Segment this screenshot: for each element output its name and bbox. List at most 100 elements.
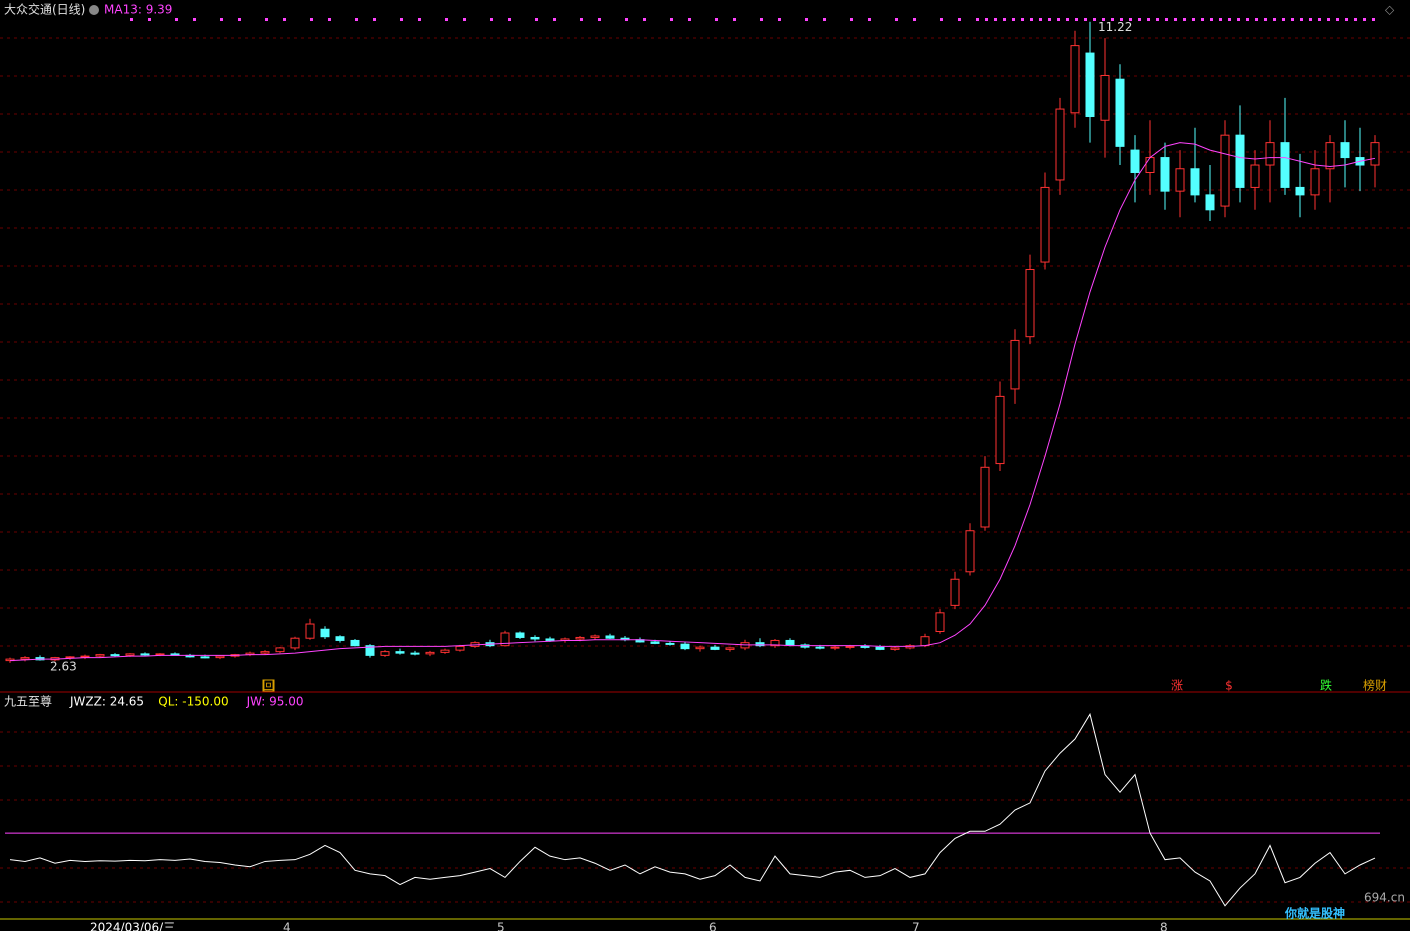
candle-body [515, 632, 525, 638]
candle-body [1130, 149, 1140, 173]
candle-body [950, 578, 960, 606]
candle-body [815, 646, 825, 649]
signal-dot [1174, 18, 1177, 21]
signal-dot [1147, 18, 1150, 21]
candle-body [365, 645, 375, 656]
signal-dot [805, 18, 808, 21]
indicator-label: JWZZ: 24.65 [69, 695, 144, 709]
signal-dot [238, 18, 241, 21]
signal-dot [1030, 18, 1033, 21]
candle-body [1310, 168, 1320, 196]
signal-dot [1039, 18, 1042, 21]
candle-body [605, 635, 615, 639]
candle-body [695, 646, 705, 650]
candle-body [665, 642, 675, 645]
signal-dot [1138, 18, 1141, 21]
candle-body [650, 641, 660, 644]
signal-dot [283, 18, 286, 21]
signal-dot [1300, 18, 1303, 21]
signal-dot [1084, 18, 1087, 21]
signal-dot [580, 18, 583, 21]
candle-body [1190, 168, 1200, 196]
candle-body [455, 645, 465, 651]
signal-dot [535, 18, 538, 21]
candle-body [965, 530, 975, 573]
candle-body [440, 649, 450, 653]
signal-dot [1183, 18, 1186, 21]
signal-dot [1327, 18, 1330, 21]
signal-dot [1336, 18, 1339, 21]
signal-dot [823, 18, 826, 21]
candle-body [1115, 78, 1125, 147]
signal-dot [1219, 18, 1222, 21]
signal-dot [1129, 18, 1132, 21]
signal-dot [1264, 18, 1267, 21]
candle-body [830, 646, 840, 649]
candle-body [770, 639, 780, 647]
signal-dot [508, 18, 511, 21]
signal-dot [1228, 18, 1231, 21]
signal-dot [994, 18, 997, 21]
candle-body [860, 645, 870, 648]
signal-dot [220, 18, 223, 21]
signal-label: $ [1225, 679, 1233, 693]
signal-dot [625, 18, 628, 21]
candle-body [1265, 142, 1275, 166]
candle-body [320, 628, 330, 638]
signal-dot [1237, 18, 1240, 21]
signal-dot [1291, 18, 1294, 21]
candle-body [1100, 74, 1110, 121]
indicator-line [9, 712, 1376, 907]
signal-dot [1210, 18, 1213, 21]
signal-dot [1282, 18, 1285, 21]
signal-dot [310, 18, 313, 21]
candle-body [725, 647, 735, 650]
candle-body [680, 643, 690, 650]
candle-body [215, 655, 225, 659]
watermark-site: 694.cn [1364, 891, 1405, 905]
candle-body [275, 647, 285, 653]
candle-body [980, 466, 990, 528]
signal-dot [1165, 18, 1168, 21]
signal-dot [1048, 18, 1051, 21]
signal-dot [1363, 18, 1366, 21]
watermark-slogan: 你就是股神 [1284, 906, 1345, 921]
signal-dot [1102, 18, 1105, 21]
candle-body [1055, 108, 1065, 181]
candle-body [1085, 52, 1095, 118]
candle-body [95, 654, 105, 657]
candle-body [935, 612, 945, 632]
signal-dot [976, 18, 979, 21]
signal-dot [760, 18, 763, 21]
candle-body [425, 651, 435, 655]
candle-body [1370, 142, 1380, 166]
candle-body [1295, 186, 1305, 196]
ma-line [9, 142, 1376, 662]
chart-title: 大众交通(日线) [4, 2, 85, 17]
signal-dot [958, 18, 961, 21]
low-label: 2.63 [50, 659, 77, 673]
candle-body [590, 635, 600, 638]
high-label: 11.22 [1098, 20, 1132, 34]
candle-body [995, 395, 1005, 465]
indicator-label: QL: -150.00 [158, 695, 228, 709]
signal-dot [913, 18, 916, 21]
x-tick-label: 8 [1160, 921, 1168, 931]
candle-body [920, 636, 930, 647]
candle-body [1280, 142, 1290, 188]
candle-body [575, 636, 585, 640]
indicator-title: 九五至尊 [4, 694, 52, 709]
icon: ◇ [1385, 3, 1395, 17]
signal-dot [715, 18, 718, 21]
candle-body [350, 639, 360, 647]
signal-dot [1093, 18, 1096, 21]
signal-dot [1318, 18, 1321, 21]
signal-dot [148, 18, 151, 21]
candle-body [335, 636, 345, 641]
signal-dot [1057, 18, 1060, 21]
marker-box [262, 679, 275, 692]
signal-dot [1192, 18, 1195, 21]
candle-body [1010, 339, 1020, 390]
candle-body [785, 639, 795, 646]
signal-dot [418, 18, 421, 21]
